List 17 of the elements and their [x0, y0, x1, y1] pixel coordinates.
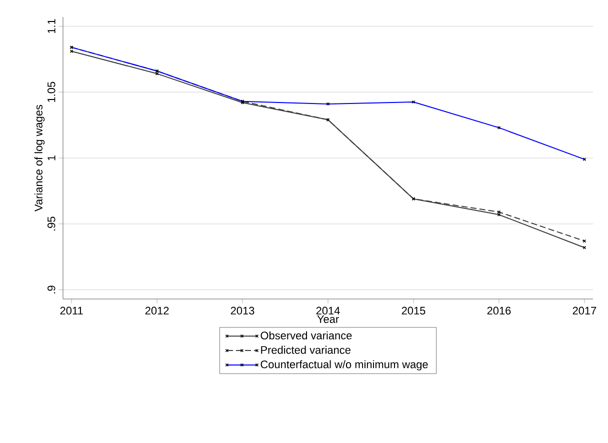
- x-tick-label: 2015: [402, 306, 426, 315]
- y-tick-label: .9: [48, 286, 56, 294]
- x-tick-label: 2012: [145, 306, 169, 315]
- x-axis-title: Year: [317, 315, 339, 324]
- legend-label: Observed variance: [260, 331, 352, 340]
- y-axis-title: Variance of log wages: [34, 104, 45, 212]
- legend-label: Predicted variance: [261, 346, 350, 354]
- x-tick-label: 2017: [572, 306, 596, 315]
- y-tick-label: 1: [48, 155, 56, 160]
- x-tick-label: 2013: [230, 306, 254, 315]
- y-tick-label: .95: [48, 216, 56, 231]
- x-tick-label: 2014: [316, 306, 340, 315]
- y-tick-label: 1.1: [48, 19, 56, 34]
- x-tick-label: 2011: [60, 306, 83, 315]
- y-tick-label: 1.05: [48, 82, 56, 102]
- legend-label: Counterfactual w/o minimum wage: [260, 360, 428, 370]
- x-tick-label: 2016: [487, 306, 511, 315]
